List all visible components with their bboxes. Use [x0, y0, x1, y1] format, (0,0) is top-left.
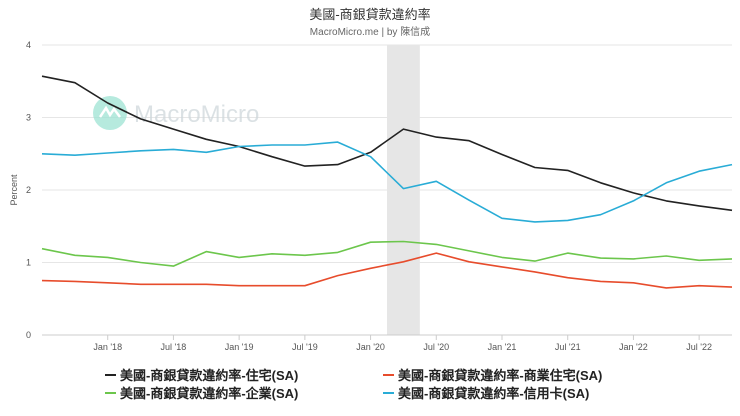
x-tick-label: Jan '18 — [93, 342, 122, 352]
y-tick-label: 3 — [26, 113, 31, 123]
x-tick-label: Jan '20 — [356, 342, 385, 352]
x-tick-label: Jul '22 — [686, 342, 712, 352]
y-tick-label: 4 — [26, 40, 31, 50]
x-tick-label: Jan '21 — [488, 342, 517, 352]
x-tick-label: Jul '18 — [161, 342, 187, 352]
legend: 美國-商銀貸款違約率-住宅(SA) 美國-商銀貸款違約率-商業住宅(SA) 美國-商… — [105, 368, 602, 401]
x-tick-label: Jan '22 — [619, 342, 648, 352]
series-line-2 — [41, 252, 733, 289]
watermark-logo-mark — [98, 105, 121, 118]
x-tick-label: Jul '21 — [555, 342, 581, 352]
legend-entry-3[interactable]: 美國-商銀貸款違約率-企業(SA) — [120, 386, 298, 401]
x-tick-label: Jul '19 — [292, 342, 318, 352]
x-tick-label: Jan '19 — [225, 342, 254, 352]
watermark: MacroMicro — [93, 96, 259, 130]
x-tick-label: Jul '20 — [423, 342, 449, 352]
series-line-4 — [41, 141, 733, 223]
legend-entry-2[interactable]: 美國-商銀貸款違約率-商業住宅(SA) — [398, 368, 602, 383]
y-tick-label: 2 — [26, 185, 31, 195]
series-layer — [41, 75, 733, 289]
series-line-1 — [41, 75, 733, 212]
legend-entry-4[interactable]: 美國-商銀貸款違約率-信用卡(SA) — [398, 386, 589, 401]
y-tick-label: 0 — [26, 330, 31, 340]
y-tick-label: 1 — [26, 258, 31, 268]
series-line-3 — [41, 240, 733, 267]
chart-title: 美國-商銀貸款違約率 — [309, 7, 430, 22]
y-axis-label: Percent — [9, 174, 19, 206]
axis-layer: 0 1 2 3 4 Jan '18 Jul '18 Jan '19 Jul '19 Jan '20… — [26, 40, 732, 352]
watermark-text: MacroMicro — [134, 101, 259, 128]
chart-subtitle: MacroMicro.me | by 陳信成 — [310, 26, 430, 38]
legend-entry-1[interactable]: 美國-商銀貸款違約率-住宅(SA) — [120, 368, 298, 383]
